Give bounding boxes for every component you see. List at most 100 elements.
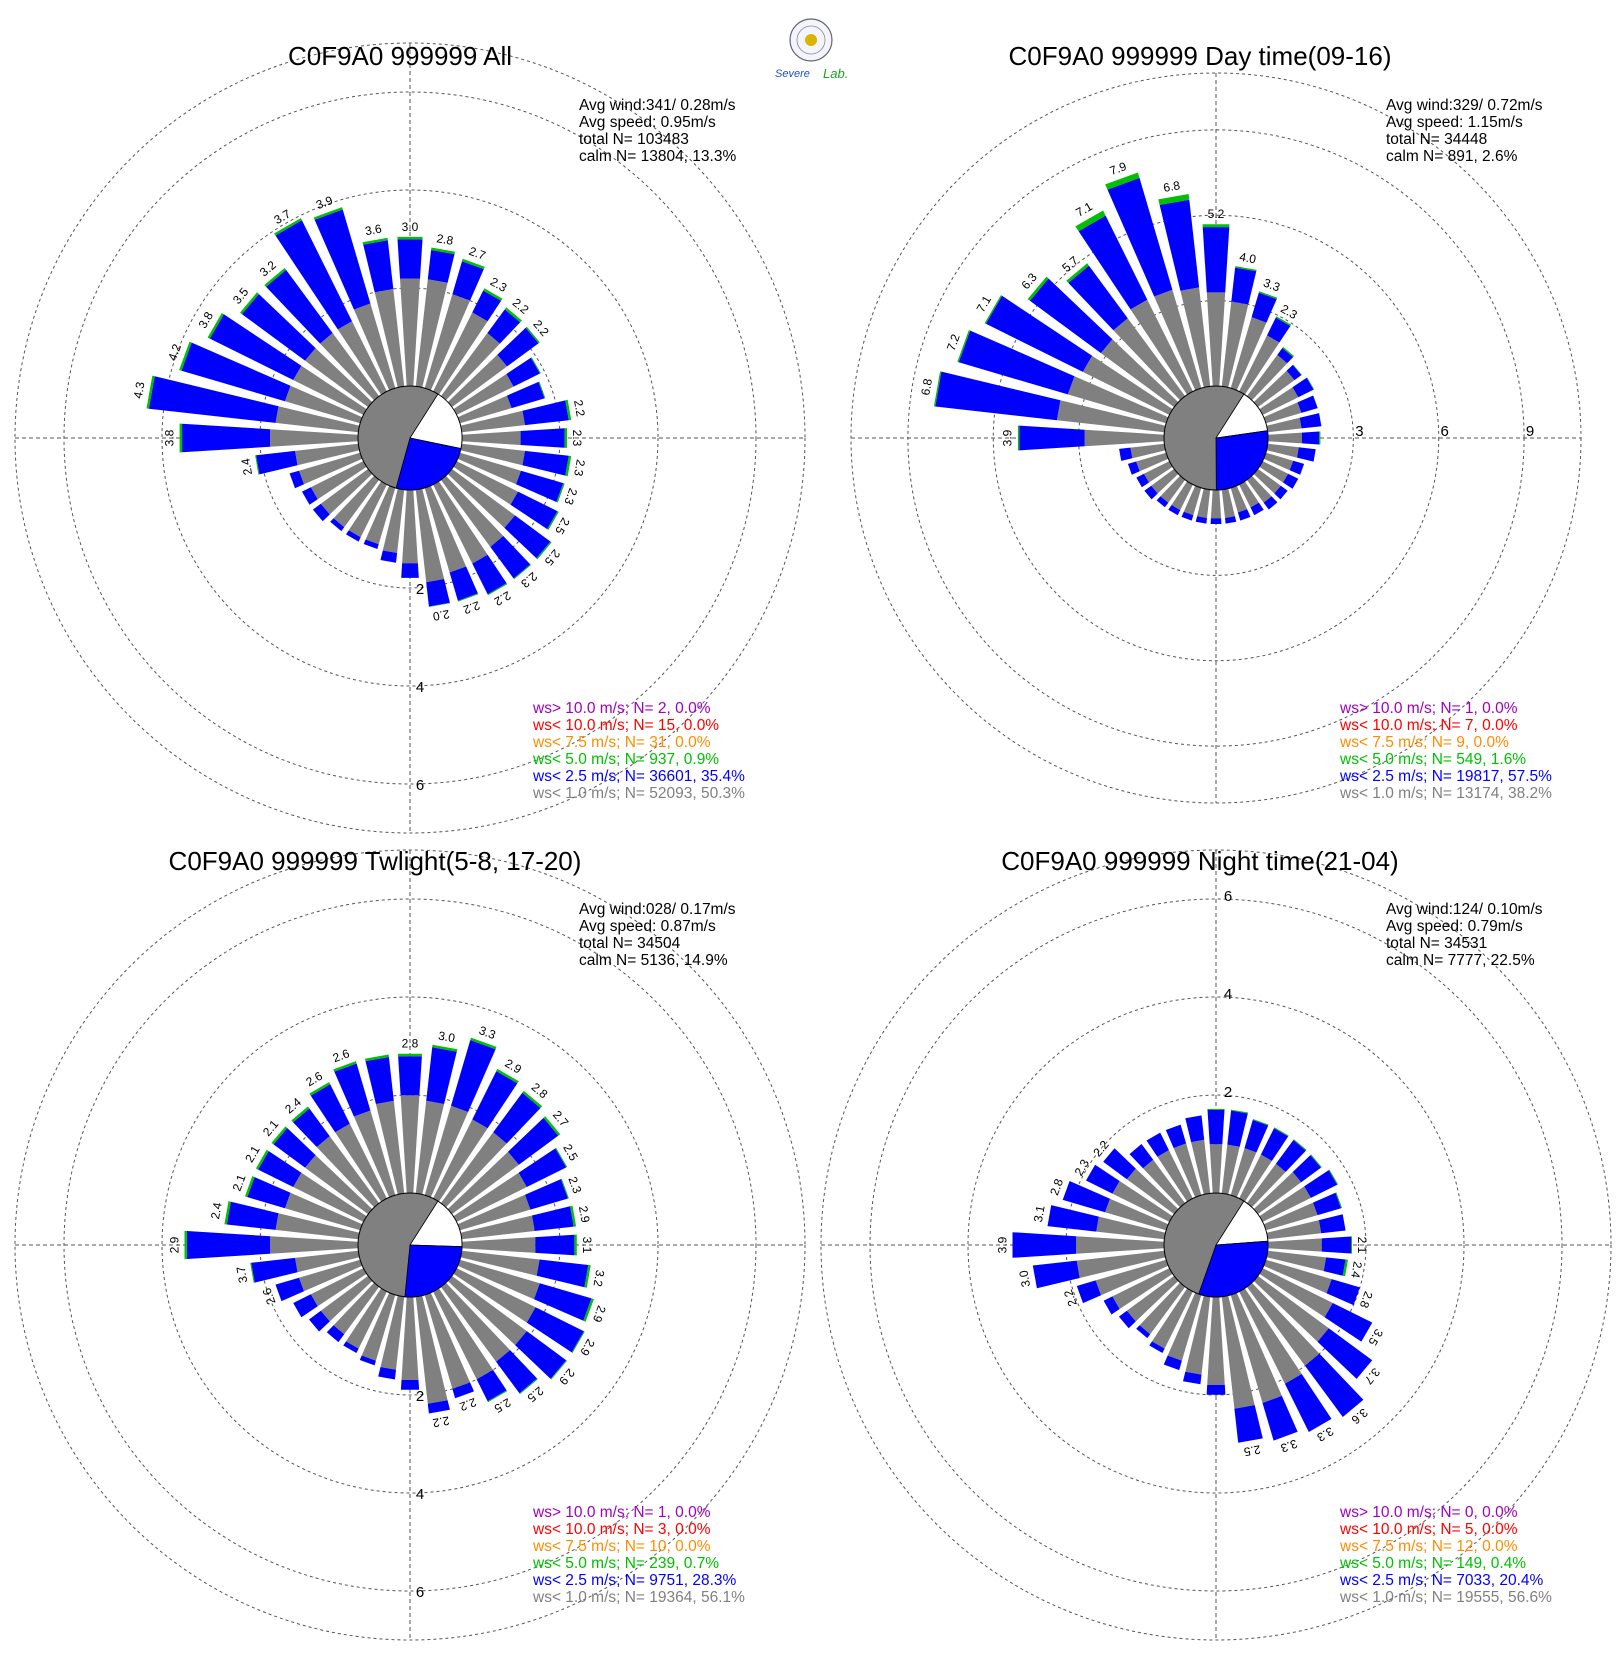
bar-230-gray <box>320 1275 373 1322</box>
bar-280-gray <box>1096 1216 1166 1240</box>
bar-210-blue <box>346 530 361 542</box>
legend-item-green: ws< 5.0 m/s; N= 549, 1.6% <box>1339 751 1526 768</box>
bar-label-80: 2.9 <box>576 1205 593 1224</box>
legend-item-blue: ws< 2.5 m/s; N= 9751, 28.3% <box>532 1572 737 1589</box>
bar-350-gray <box>374 288 405 388</box>
bar-0-blue <box>398 1056 422 1096</box>
bar-110-blue <box>1326 1279 1360 1306</box>
bar-40-gray <box>1246 1163 1286 1208</box>
bar-180-blue <box>1210 518 1222 524</box>
bar-label-260: 2.4 <box>238 457 255 476</box>
bar-320-gray <box>1143 1159 1186 1208</box>
bar-240-blue <box>1136 473 1149 488</box>
bar-label-30: 2.3 <box>1278 302 1300 323</box>
bar-80-blue <box>532 1206 574 1231</box>
bar-150-gray <box>433 1288 493 1380</box>
bar-270-blue <box>182 423 271 453</box>
bar-250-blue <box>275 1277 304 1302</box>
bar-10-blue <box>427 250 455 283</box>
legend-item-red: ws< 10.0 m/s; N= 5, 0.0% <box>1339 1521 1518 1538</box>
stat-line-3: total N= 34531 <box>1386 935 1487 952</box>
wind-rose-panel-3: 2.8 3.0 3.32.92.82.72.52.32.93.13.22.92.92… <box>14 846 806 1641</box>
bar-310-gray <box>1100 339 1179 408</box>
bar-240-gray <box>1143 461 1173 483</box>
bar-10-green <box>431 247 456 255</box>
calm-blue-sector <box>404 1244 463 1298</box>
bar-50-blue <box>497 327 539 367</box>
bar-label-300: 7.1 <box>974 293 995 315</box>
bar-290-blue <box>1062 1181 1110 1213</box>
bar-70-gray <box>1263 1202 1318 1231</box>
bar-220-gray <box>333 1282 380 1335</box>
bar-150-gray <box>1239 481 1259 508</box>
bar-120-green <box>547 511 559 530</box>
bar-260-green <box>250 1262 255 1283</box>
legend-item-purple: ws> 10.0 m/s; N= 2, 0.0% <box>532 700 711 717</box>
bar-40-gray <box>1246 354 1288 401</box>
bar-label-300: 2.1 <box>242 1143 263 1165</box>
ring-label-4: 4 <box>416 1486 424 1503</box>
bar-190-blue <box>1183 1371 1202 1385</box>
bar-350-blue <box>363 240 394 293</box>
bar-30-green <box>496 1068 519 1084</box>
bar-50-blue <box>1292 1155 1321 1183</box>
bar-80-blue <box>1318 1214 1346 1234</box>
bar-160-blue <box>1262 1395 1298 1441</box>
bar-label-170: 2.0 <box>431 607 450 624</box>
bar-label-150: 3.3 <box>1314 1424 1336 1445</box>
ring-label-2: 2 <box>416 1388 424 1405</box>
bar-90-green <box>1319 431 1321 445</box>
bar-60-gray <box>453 1172 527 1222</box>
ring-3 <box>1078 300 1354 576</box>
bar-220-gray <box>1160 475 1186 503</box>
ring-label-2: 2 <box>1224 1084 1232 1101</box>
bar-180-gray <box>401 1296 419 1380</box>
bar-label-350: 6.8 <box>1162 178 1181 195</box>
bar-20-blue <box>451 1040 496 1112</box>
bar-label-150: 2.5 <box>492 1395 514 1416</box>
wind-rose-panel-1: 3.02.82.72.32.22.22.22.32.32.32.52.52.32… <box>14 41 806 834</box>
bar-70-blue <box>525 1179 568 1210</box>
bar-280-gray <box>275 406 360 433</box>
bar-110-gray <box>1263 1259 1332 1294</box>
bar-120-blue <box>1324 1303 1373 1342</box>
bar-350-blue <box>1159 199 1200 291</box>
bar-90-gray <box>1267 432 1302 444</box>
bar-270-blue <box>1012 1232 1077 1258</box>
bar-350-green <box>362 237 388 245</box>
bar-200-blue <box>363 539 379 549</box>
legend-item-gray: ws< 1.0 m/s; N= 52093, 50.3% <box>532 785 745 802</box>
bar-190-gray <box>380 1295 405 1370</box>
calm-blue-sector <box>395 437 462 491</box>
bar-320-blue <box>1068 265 1128 331</box>
bar-80-blue <box>1299 413 1322 429</box>
bar-280-green <box>146 375 155 409</box>
bar-290-blue <box>958 330 1075 395</box>
bar-label-270: 3.9 <box>995 1236 1009 1253</box>
bar-50-gray <box>1253 1172 1302 1215</box>
bar-label-270: 2.9 <box>167 1236 181 1253</box>
bar-130-blue <box>515 1331 567 1379</box>
bar-290-gray <box>284 1192 363 1231</box>
bar-50-gray <box>447 1151 519 1215</box>
bar-230-gray <box>320 468 373 515</box>
bar-label-70: 2.3 <box>565 1175 584 1196</box>
bar-20-green <box>1252 1119 1269 1126</box>
bar-label-10: 4.0 <box>1238 250 1257 267</box>
bar-label-170: 2.2 <box>431 1413 450 1430</box>
bar-90-gray <box>461 1237 536 1253</box>
bar-50-gray <box>1253 370 1295 408</box>
bar-label-160: 2.2 <box>461 598 482 617</box>
legend-item-green: ws< 5.0 m/s; N= 149, 0.4% <box>1339 1555 1526 1572</box>
bar-330-gray <box>335 1123 387 1202</box>
bar-70-green <box>1335 1192 1342 1209</box>
bar-70-blue <box>1313 1192 1342 1216</box>
bar-0-blue <box>1202 227 1230 293</box>
calm-white-sector <box>409 393 463 449</box>
bar-350-green <box>1158 194 1190 205</box>
bar-40-green <box>504 307 522 323</box>
stat-line-3: total N= 103483 <box>579 131 689 148</box>
bar-110-gray <box>1263 452 1294 471</box>
bar-250-gray <box>1095 1259 1169 1296</box>
bar-340-blue <box>1165 1124 1187 1148</box>
